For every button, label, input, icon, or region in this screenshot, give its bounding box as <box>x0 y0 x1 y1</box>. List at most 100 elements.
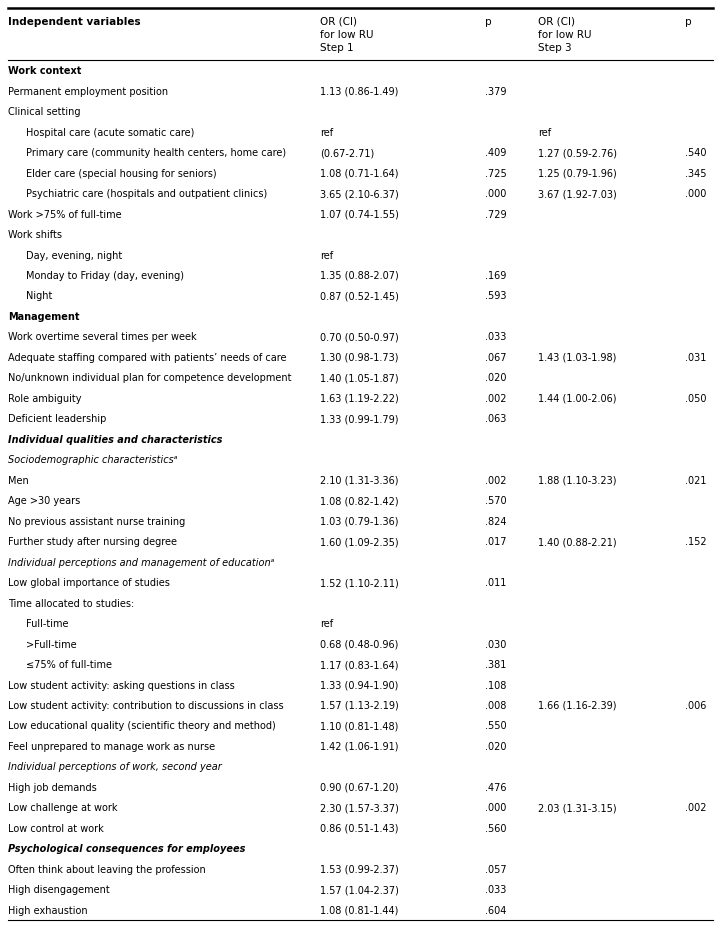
Text: 1.42 (1.06-1.91): 1.42 (1.06-1.91) <box>320 741 399 751</box>
Text: Psychiatric care (hospitals and outpatient clinics): Psychiatric care (hospitals and outpatie… <box>26 189 267 199</box>
Text: Work >75% of full-time: Work >75% of full-time <box>8 210 122 219</box>
Text: .067: .067 <box>485 353 506 363</box>
Text: 1.08 (0.82-1.42): 1.08 (0.82-1.42) <box>320 496 399 506</box>
Text: 1.08 (0.81-1.44): 1.08 (0.81-1.44) <box>320 905 399 915</box>
Text: 1.03 (0.79-1.36): 1.03 (0.79-1.36) <box>320 516 399 526</box>
Text: Full-time: Full-time <box>26 618 68 628</box>
Text: Primary care (community health centers, home care): Primary care (community health centers, … <box>26 148 286 158</box>
Text: Individual perceptions of work, second year: Individual perceptions of work, second y… <box>8 762 222 771</box>
Text: Work context: Work context <box>8 66 81 76</box>
Text: 1.13 (0.86-1.49): 1.13 (0.86-1.49) <box>320 86 399 97</box>
Text: .381: .381 <box>485 659 506 669</box>
Text: 1.43 (1.03-1.98): 1.43 (1.03-1.98) <box>538 353 616 363</box>
Text: Feel unprepared to manage work as nurse: Feel unprepared to manage work as nurse <box>8 741 215 751</box>
Text: .379: .379 <box>485 86 506 97</box>
Text: Individual perceptions and management of educationᵃ: Individual perceptions and management of… <box>8 557 275 567</box>
Text: 1.40 (0.88-2.21): 1.40 (0.88-2.21) <box>538 536 616 547</box>
Text: .021: .021 <box>685 475 707 485</box>
Text: .020: .020 <box>485 741 506 751</box>
Text: .540: .540 <box>685 148 707 158</box>
Text: 1.17 (0.83-1.64): 1.17 (0.83-1.64) <box>320 659 399 669</box>
Text: Further study after nursing degree: Further study after nursing degree <box>8 536 177 547</box>
Text: 2.30 (1.57-3.37): 2.30 (1.57-3.37) <box>320 803 399 813</box>
Text: p: p <box>485 17 492 27</box>
Text: 3.65 (2.10-6.37): 3.65 (2.10-6.37) <box>320 189 399 199</box>
Text: No previous assistant nurse training: No previous assistant nurse training <box>8 516 185 526</box>
Text: 1.40 (1.05-1.87): 1.40 (1.05-1.87) <box>320 373 399 383</box>
Text: 1.33 (0.94-1.90): 1.33 (0.94-1.90) <box>320 680 399 690</box>
Text: 1.52 (1.10-2.11): 1.52 (1.10-2.11) <box>320 577 399 587</box>
Text: Low challenge at work: Low challenge at work <box>8 803 118 813</box>
Text: 3.67 (1.92-7.03): 3.67 (1.92-7.03) <box>538 189 616 199</box>
Text: .560: .560 <box>485 823 506 833</box>
Text: No/unknown individual plan for competence development: No/unknown individual plan for competenc… <box>8 373 291 383</box>
Text: .476: .476 <box>485 782 506 793</box>
Text: .550: .550 <box>485 721 507 730</box>
Text: .108: .108 <box>485 680 506 690</box>
Text: .000: .000 <box>485 189 506 199</box>
Text: Time allocated to studies:: Time allocated to studies: <box>8 598 134 608</box>
Text: High exhaustion: High exhaustion <box>8 905 88 915</box>
Text: 1.07 (0.74-1.55): 1.07 (0.74-1.55) <box>320 210 399 219</box>
Text: 1.66 (1.16-2.39): 1.66 (1.16-2.39) <box>538 701 616 710</box>
Text: ref: ref <box>538 127 551 137</box>
Text: 0.87 (0.52-1.45): 0.87 (0.52-1.45) <box>320 291 399 302</box>
Text: .729: .729 <box>485 210 507 219</box>
Text: Adequate staffing compared with patients’ needs of care: Adequate staffing compared with patients… <box>8 353 286 363</box>
Text: >Full-time: >Full-time <box>26 638 76 649</box>
Text: 1.63 (1.19-2.22): 1.63 (1.19-2.22) <box>320 393 399 404</box>
Text: High disengagement: High disengagement <box>8 884 110 895</box>
Text: 1.25 (0.79-1.96): 1.25 (0.79-1.96) <box>538 169 616 178</box>
Text: 1.30 (0.98-1.73): 1.30 (0.98-1.73) <box>320 353 399 363</box>
Text: .020: .020 <box>485 373 506 383</box>
Text: ≤75% of full-time: ≤75% of full-time <box>26 659 112 669</box>
Text: .050: .050 <box>685 393 707 404</box>
Text: 0.90 (0.67-1.20): 0.90 (0.67-1.20) <box>320 782 399 793</box>
Text: 0.70 (0.50-0.97): 0.70 (0.50-0.97) <box>320 332 399 342</box>
Text: 1.33 (0.99-1.79): 1.33 (0.99-1.79) <box>320 414 399 424</box>
Text: Sociodemographic characteristicsᵃ: Sociodemographic characteristicsᵃ <box>8 455 177 465</box>
Text: .152: .152 <box>685 536 707 547</box>
Text: .002: .002 <box>685 803 707 813</box>
Text: 1.35 (0.88-2.07): 1.35 (0.88-2.07) <box>320 271 399 280</box>
Text: 1.10 (0.81-1.48): 1.10 (0.81-1.48) <box>320 721 399 730</box>
Text: Permanent employment position: Permanent employment position <box>8 86 168 97</box>
Text: 1.60 (1.09-2.35): 1.60 (1.09-2.35) <box>320 536 399 547</box>
Text: Elder care (special housing for seniors): Elder care (special housing for seniors) <box>26 169 216 178</box>
Text: 1.53 (0.99-2.37): 1.53 (0.99-2.37) <box>320 864 399 874</box>
Text: .033: .033 <box>485 884 506 895</box>
Text: Low student activity: contribution to discussions in class: Low student activity: contribution to di… <box>8 701 283 710</box>
Text: 1.57 (1.13-2.19): 1.57 (1.13-2.19) <box>320 701 399 710</box>
Text: Deficient leadership: Deficient leadership <box>8 414 107 424</box>
Text: Day, evening, night: Day, evening, night <box>26 251 123 260</box>
Text: ref: ref <box>320 618 333 628</box>
Text: OR (CI)
for low RU
Step 1: OR (CI) for low RU Step 1 <box>320 17 373 53</box>
Text: 1.08 (0.71-1.64): 1.08 (0.71-1.64) <box>320 169 399 178</box>
Text: .409: .409 <box>485 148 506 158</box>
Text: Often think about leaving the profession: Often think about leaving the profession <box>8 864 205 874</box>
Text: Individual qualities and characteristics: Individual qualities and characteristics <box>8 434 222 445</box>
Text: 0.68 (0.48-0.96): 0.68 (0.48-0.96) <box>320 638 399 649</box>
Text: (0.67-2.71): (0.67-2.71) <box>320 148 374 158</box>
Text: p: p <box>685 17 691 27</box>
Text: Men: Men <box>8 475 29 485</box>
Text: .008: .008 <box>485 701 506 710</box>
Text: .000: .000 <box>685 189 707 199</box>
Text: 2.03 (1.31-3.15): 2.03 (1.31-3.15) <box>538 803 616 813</box>
Text: .824: .824 <box>485 516 506 526</box>
Text: .570: .570 <box>485 496 507 506</box>
Text: Work shifts: Work shifts <box>8 230 62 239</box>
Text: 0.86 (0.51-1.43): 0.86 (0.51-1.43) <box>320 823 399 833</box>
Text: .593: .593 <box>485 291 506 302</box>
Text: Monday to Friday (day, evening): Monday to Friday (day, evening) <box>26 271 184 280</box>
Text: Low control at work: Low control at work <box>8 823 104 833</box>
Text: 1.88 (1.10-3.23): 1.88 (1.10-3.23) <box>538 475 616 485</box>
Text: Age >30 years: Age >30 years <box>8 496 80 506</box>
Text: Role ambiguity: Role ambiguity <box>8 393 81 404</box>
Text: 1.44 (1.00-2.06): 1.44 (1.00-2.06) <box>538 393 616 404</box>
Text: Psychological consequences for employees: Psychological consequences for employees <box>8 844 245 854</box>
Text: .017: .017 <box>485 536 506 547</box>
Text: Management: Management <box>8 312 79 322</box>
Text: Clinical setting: Clinical setting <box>8 107 81 117</box>
Text: 2.10 (1.31-3.36): 2.10 (1.31-3.36) <box>320 475 399 485</box>
